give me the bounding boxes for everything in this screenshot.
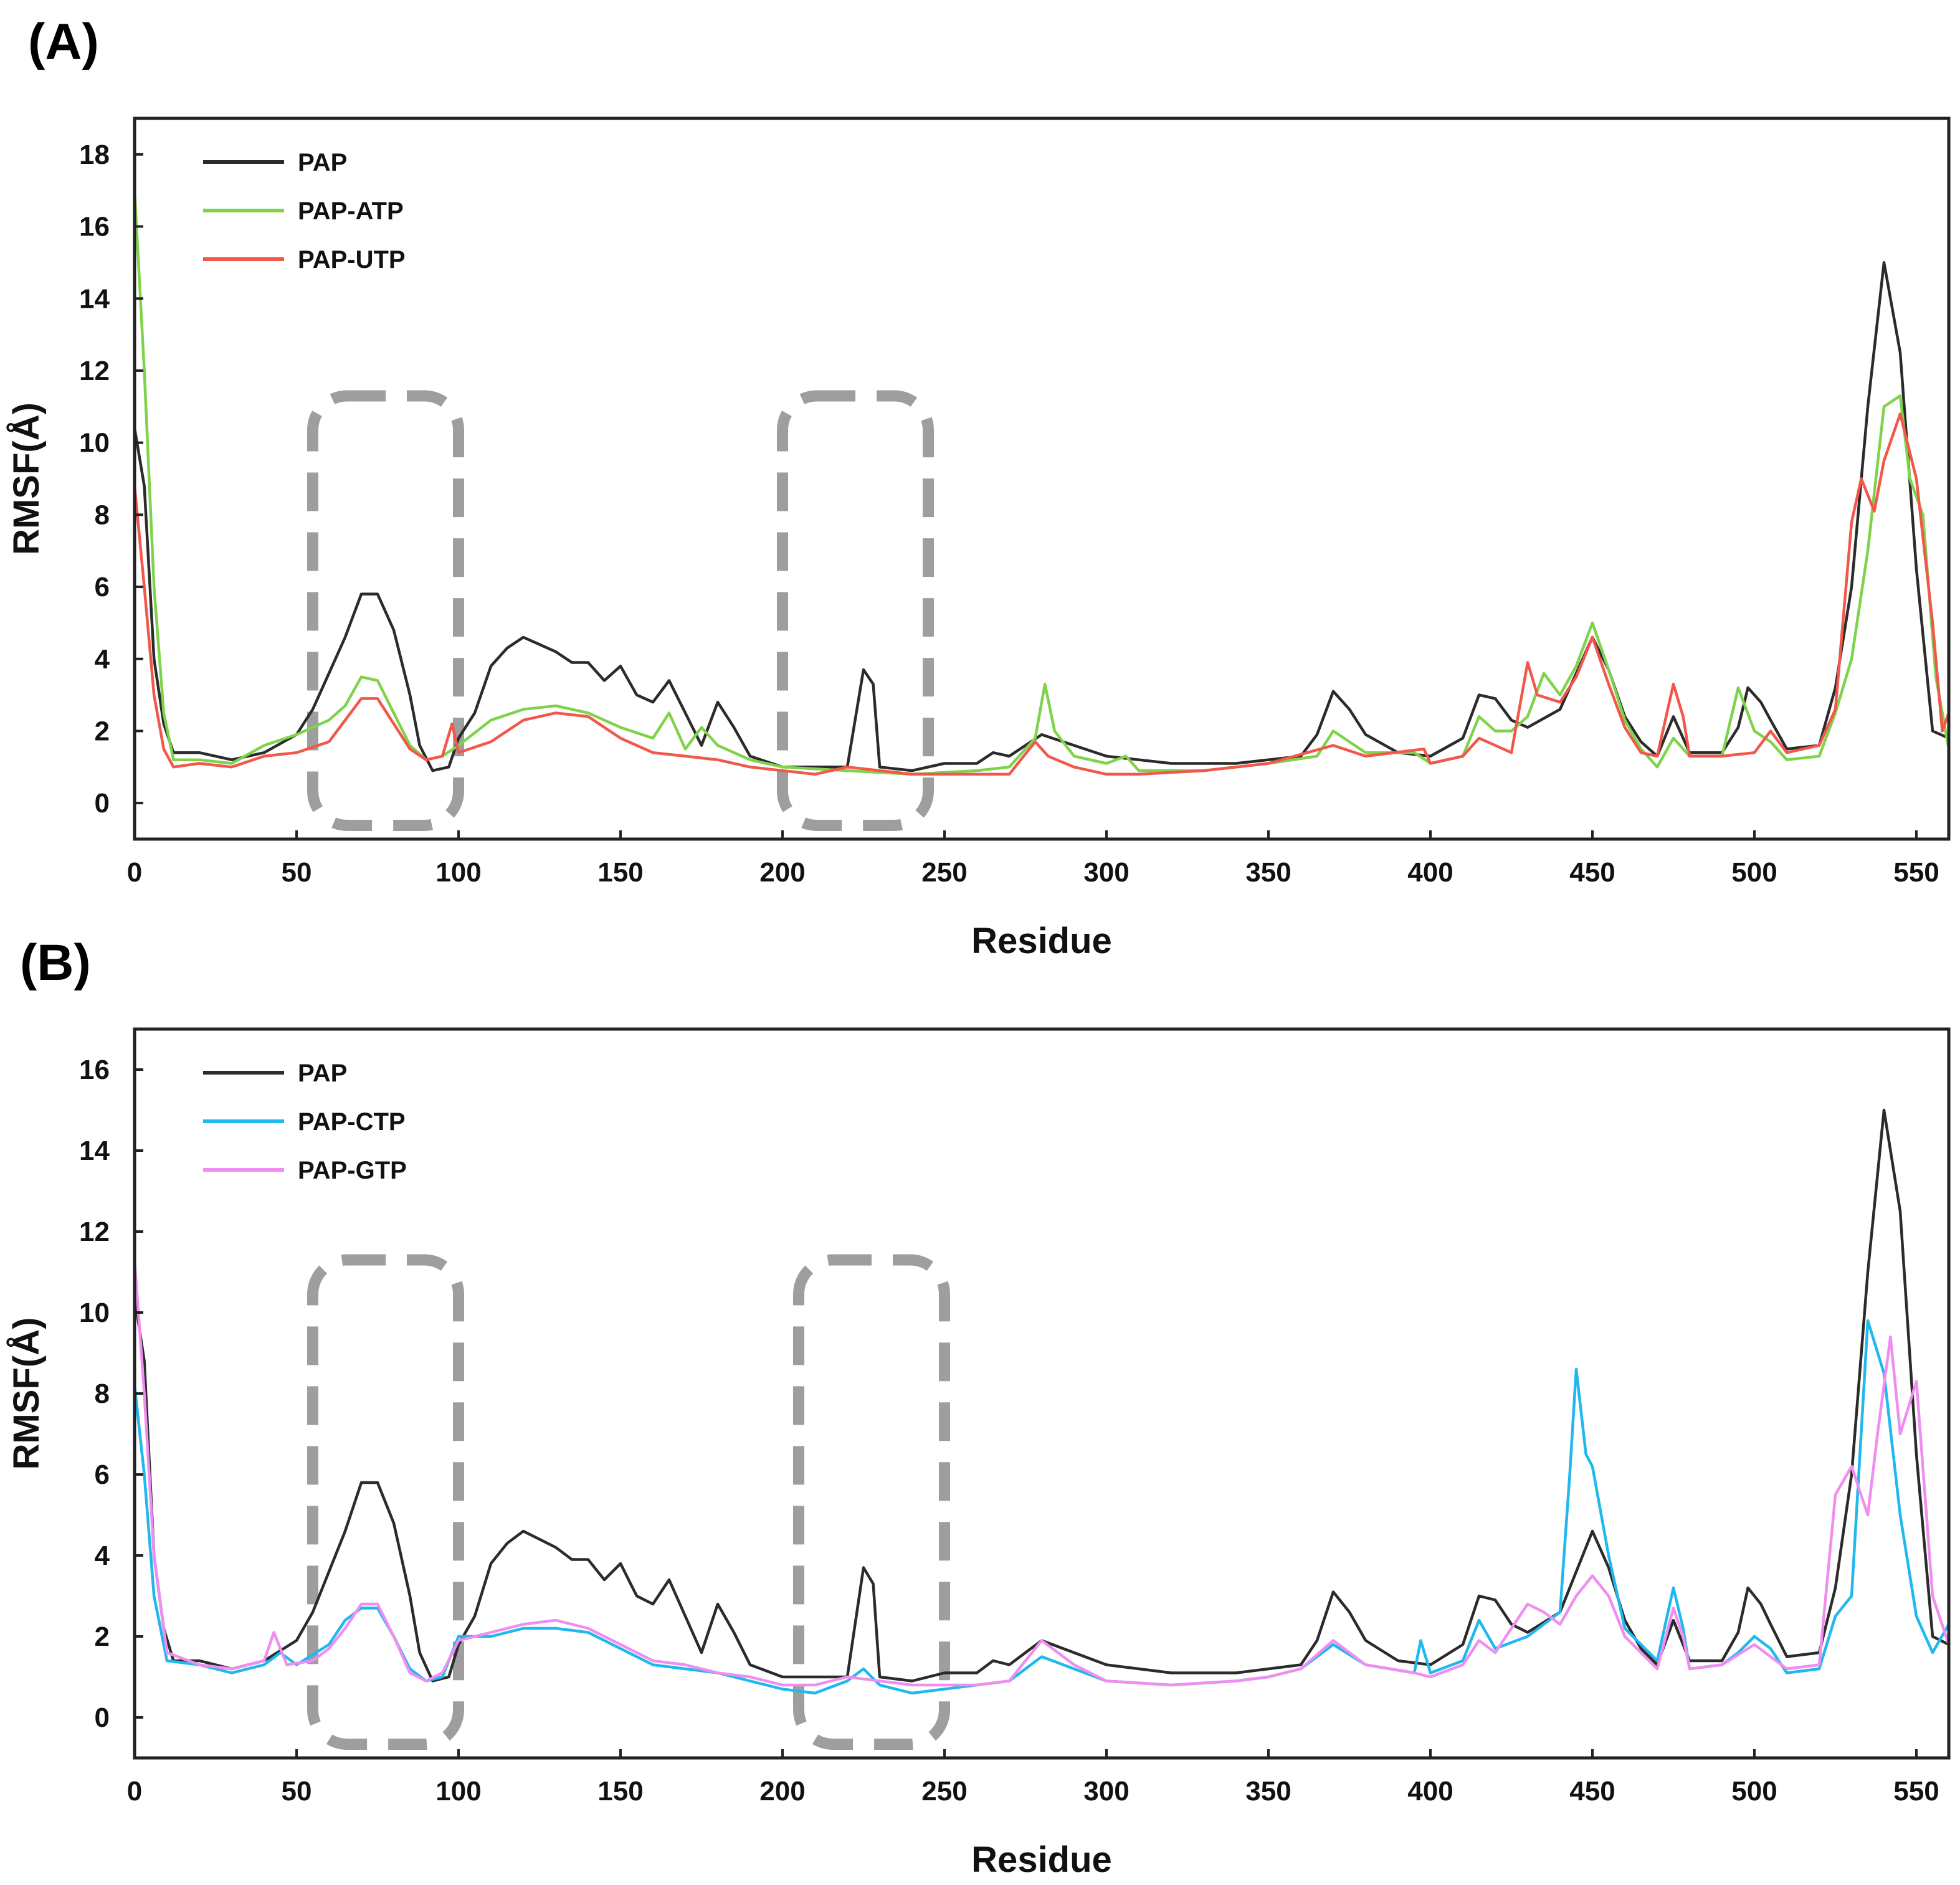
y-tick-label: 10: [79, 428, 110, 458]
x-tick-label: 200: [759, 857, 805, 888]
y-tick-label: 18: [79, 140, 110, 170]
x-tick-label: 150: [597, 1776, 643, 1807]
x-tick-label: 0: [127, 1776, 142, 1807]
legend-label-pap: PAP: [298, 1060, 347, 1087]
x-tick-label: 450: [1569, 857, 1615, 888]
x-tick-label: 250: [921, 857, 967, 888]
y-tick-label: 14: [79, 1136, 110, 1166]
x-tick-label: 500: [1731, 857, 1777, 888]
y-tick-label: 12: [79, 356, 110, 386]
highlight-box-2: [793, 1254, 950, 1750]
panel-b-highlight-regions: [307, 1254, 950, 1750]
panel-a-x-axis-title: Residue: [971, 921, 1112, 961]
series-pap-atp: [133, 190, 1951, 776]
x-tick-label: 550: [1893, 1776, 1939, 1807]
y-tick-label: 6: [95, 572, 110, 602]
y-tick-label: 2: [95, 1621, 110, 1652]
series-pap-utp: [133, 412, 1951, 776]
x-tick-label: 50: [282, 1776, 312, 1807]
x-tick-label: 350: [1245, 857, 1291, 888]
panel-a: (A) 0 50 100 150 200 250 300 350 400 450 500 550 0 2 4…: [6, 14, 1951, 961]
legend-label-pap-gtp: PAP-GTP: [298, 1157, 407, 1184]
x-tick-label: 50: [282, 857, 312, 888]
legend-label-pap: PAP: [298, 149, 347, 176]
highlight-box-2: [777, 390, 934, 831]
x-tick-label: 300: [1083, 857, 1129, 888]
legend-label-pap-utp: PAP-UTP: [298, 246, 406, 273]
highlight-box-1: [307, 390, 464, 831]
panel-b-series: [133, 1108, 1951, 1695]
y-tick-label: 6: [95, 1460, 110, 1490]
panel-b-label: (B): [20, 934, 91, 991]
x-tick-label: 100: [435, 857, 481, 888]
panel-b: (B) 0 50 100 150 200 250 300 350 400 450 500 550 0 2 4…: [6, 934, 1951, 1880]
panel-a-highlight-regions: [307, 390, 934, 831]
highlight-box-1: [307, 1254, 464, 1750]
y-tick-label: 8: [95, 1379, 110, 1409]
x-tick-label: 350: [1245, 1776, 1291, 1807]
panel-b-plot-area: [135, 1029, 1949, 1758]
x-tick-label: 200: [759, 1776, 805, 1807]
x-tick-label: 450: [1569, 1776, 1615, 1807]
panel-a-y-axis-title: RMSF(Å): [6, 402, 47, 555]
panel-a-series: [133, 190, 1951, 776]
panel-b-ticks: 0 50 100 150 200 250 300 350 400 450 500 550 0 2 4 6 8 10…: [79, 1055, 1939, 1807]
y-tick-label: 16: [79, 212, 110, 242]
x-tick-label: 400: [1407, 1776, 1453, 1807]
panel-b-y-axis-title: RMSF(Å): [6, 1318, 47, 1470]
y-tick-label: 14: [79, 283, 110, 314]
legend-label-pap-ctp: PAP-CTP: [298, 1108, 406, 1136]
panel-a-plot-area: [135, 118, 1949, 839]
legend-label-pap-atp: PAP-ATP: [298, 197, 404, 225]
x-tick-label: 400: [1407, 857, 1453, 888]
panel-a-label: (A): [28, 14, 99, 70]
x-tick-label: 0: [127, 857, 142, 888]
y-tick-label: 0: [95, 1702, 110, 1733]
y-tick-label: 16: [79, 1055, 110, 1085]
x-tick-label: 300: [1083, 1776, 1129, 1807]
y-tick-label: 4: [95, 1541, 110, 1571]
y-tick-label: 0: [95, 788, 110, 819]
x-tick-label: 150: [597, 857, 643, 888]
y-tick-label: 8: [95, 500, 110, 530]
series-pap-gtp: [133, 1260, 1951, 1687]
panel-b-legend: PAP PAP-CTP PAP-GTP: [203, 1060, 407, 1184]
panel-b-x-axis-title: Residue: [971, 1840, 1112, 1880]
y-tick-label: 4: [95, 644, 110, 675]
panel-a-frame: [133, 116, 1951, 841]
y-tick-label: 10: [79, 1298, 110, 1328]
x-tick-label: 500: [1731, 1776, 1777, 1807]
y-tick-label: 2: [95, 716, 110, 746]
panel-a-legend: PAP PAP-ATP PAP-UTP: [203, 149, 406, 273]
y-tick-label: 12: [79, 1217, 110, 1247]
x-tick-label: 100: [435, 1776, 481, 1807]
panel-a-ticks: 0 50 100 150 200 250 300 350 400 450 500 550 0 2 4 6 8 10…: [79, 140, 1939, 888]
x-tick-label: 550: [1893, 857, 1939, 888]
x-tick-label: 250: [921, 1776, 967, 1807]
